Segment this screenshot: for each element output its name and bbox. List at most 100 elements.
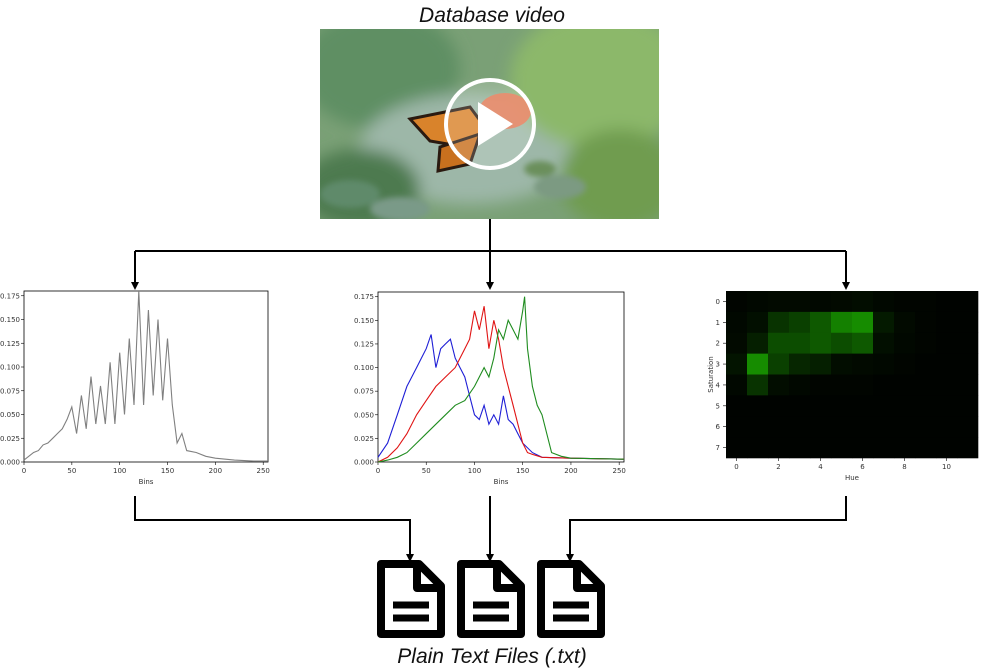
x-tick-label: 150 bbox=[516, 467, 529, 475]
heatmap-cell bbox=[894, 291, 916, 313]
y-tick-label: 7 bbox=[716, 444, 720, 452]
heatmap-cell bbox=[789, 374, 811, 396]
heatmap-cell bbox=[957, 291, 979, 313]
x-tick-label: 50 bbox=[422, 467, 431, 475]
heatmap-cell bbox=[789, 395, 811, 417]
document-icon bbox=[377, 560, 445, 638]
heatmap-cell bbox=[873, 291, 895, 313]
heatmap-cell bbox=[768, 374, 790, 396]
hue-saturation-heatmap: 0 2 4 6 8 10 0 1 2 3 4 5 6 7 Hue Saturation bbox=[707, 291, 979, 482]
heatmap-cell bbox=[747, 353, 769, 375]
heatmap-cell bbox=[768, 416, 790, 438]
video-thumbnail[interactable] bbox=[320, 29, 659, 219]
heatmap-cell bbox=[789, 291, 811, 313]
x-tick-label: 0 bbox=[22, 467, 26, 475]
arrow-hs-to-file bbox=[566, 496, 847, 562]
x-axis-label: Bins bbox=[139, 478, 154, 486]
heatmap-cell bbox=[726, 332, 748, 354]
plot-frame bbox=[377, 291, 625, 463]
x-tick-label: 250 bbox=[257, 467, 270, 475]
heatmap-cell bbox=[957, 311, 979, 334]
heatmap-cell bbox=[789, 437, 811, 459]
heatmap-cell bbox=[768, 353, 790, 375]
play-circle-icon bbox=[444, 78, 536, 170]
heatmap-cell bbox=[747, 311, 769, 334]
y-tick-label: 0.025 bbox=[354, 435, 374, 443]
heatmap-cell bbox=[915, 437, 937, 459]
arrow-gray-to-file bbox=[134, 496, 414, 562]
heatmap-cell bbox=[894, 332, 916, 354]
series-line-2 bbox=[377, 296, 625, 463]
x-tick-label: 200 bbox=[564, 467, 577, 475]
y-tick-label: 6 bbox=[716, 423, 721, 431]
y-tick-label: 0.025 bbox=[0, 435, 20, 443]
heatmap-cell bbox=[894, 416, 916, 438]
heatmap-cell bbox=[894, 311, 916, 334]
heatmap-cell bbox=[789, 311, 811, 334]
heatmap-cell bbox=[747, 374, 769, 396]
heatmap-cell bbox=[936, 374, 958, 396]
x-axis-label: Hue bbox=[845, 474, 859, 482]
y-axis-label: Saturation bbox=[707, 356, 715, 393]
y-tick-label: 0.000 bbox=[0, 459, 20, 467]
heatmap-cell bbox=[957, 374, 979, 396]
y-tick-label: 0.125 bbox=[354, 340, 374, 348]
video-title: Database video bbox=[419, 4, 565, 27]
y-tick-label: 0.150 bbox=[354, 317, 374, 325]
series-line-1 bbox=[377, 306, 625, 463]
heatmap-cell bbox=[726, 311, 748, 334]
x-tick-label: 100 bbox=[113, 467, 126, 475]
y-tick-label: 0.100 bbox=[354, 364, 374, 372]
heatmap-cell bbox=[852, 437, 874, 459]
heatmap-cell bbox=[894, 374, 916, 396]
heatmap-cell bbox=[726, 395, 748, 417]
heatmap-cell bbox=[768, 437, 790, 459]
heatmap-cell bbox=[831, 437, 853, 459]
heatmap-cell bbox=[831, 416, 853, 438]
grayscale-histogram: 0 50 100 150 200 250 0.000 0.025 0.050 0.075 0.100… bbox=[0, 290, 270, 486]
x-tick-label: 50 bbox=[67, 467, 76, 475]
x-tick-label: 10 bbox=[942, 463, 951, 471]
heatmap-cell bbox=[915, 395, 937, 417]
heatmap-cell bbox=[894, 437, 916, 459]
heatmap-cell bbox=[747, 332, 769, 354]
heatmap-cell bbox=[894, 353, 916, 375]
x-tick-label: 250 bbox=[612, 467, 625, 475]
heatmap-cell bbox=[810, 395, 832, 417]
heatmap-cell bbox=[873, 395, 895, 417]
heatmap-cell bbox=[915, 374, 937, 396]
heatmap-cell bbox=[810, 291, 832, 313]
heatmap-cell bbox=[936, 353, 958, 375]
y-tick-label: 2 bbox=[716, 340, 720, 348]
series-line-0 bbox=[23, 290, 268, 462]
heatmap-cell bbox=[747, 437, 769, 459]
y-tick-label: 0.075 bbox=[354, 388, 374, 396]
heatmap-cell bbox=[726, 374, 748, 396]
plot-frame bbox=[23, 290, 269, 463]
heatmap-cell bbox=[852, 395, 874, 417]
heatmap-cell bbox=[915, 353, 937, 375]
heatmap-cell bbox=[768, 395, 790, 417]
heatmap-cell bbox=[894, 395, 916, 417]
heatmap-cell bbox=[936, 416, 958, 438]
y-tick-label: 4 bbox=[716, 381, 721, 389]
y-tick-label: 0.050 bbox=[0, 411, 20, 419]
heatmap-cell bbox=[789, 353, 811, 375]
rgb-histogram: 0 50 100 150 200 250 0.000 0.025 0.050 0.075 0.100… bbox=[354, 291, 626, 486]
heatmap-cell bbox=[852, 311, 874, 334]
heatmap-cell bbox=[768, 291, 790, 313]
x-tick-label: 100 bbox=[468, 467, 481, 475]
heatmap-cell bbox=[768, 332, 790, 354]
x-tick-label: 0 bbox=[376, 467, 380, 475]
heatmap-cell bbox=[936, 311, 958, 334]
heatmap-cell bbox=[810, 353, 832, 375]
heatmap-cell bbox=[957, 416, 979, 438]
heatmap-cell bbox=[873, 311, 895, 334]
series-line-0 bbox=[377, 334, 625, 460]
heatmap-cell bbox=[936, 395, 958, 417]
heatmap-cell bbox=[957, 395, 979, 417]
y-tick-label: 1 bbox=[716, 319, 720, 327]
heatmap-cell bbox=[810, 374, 832, 396]
